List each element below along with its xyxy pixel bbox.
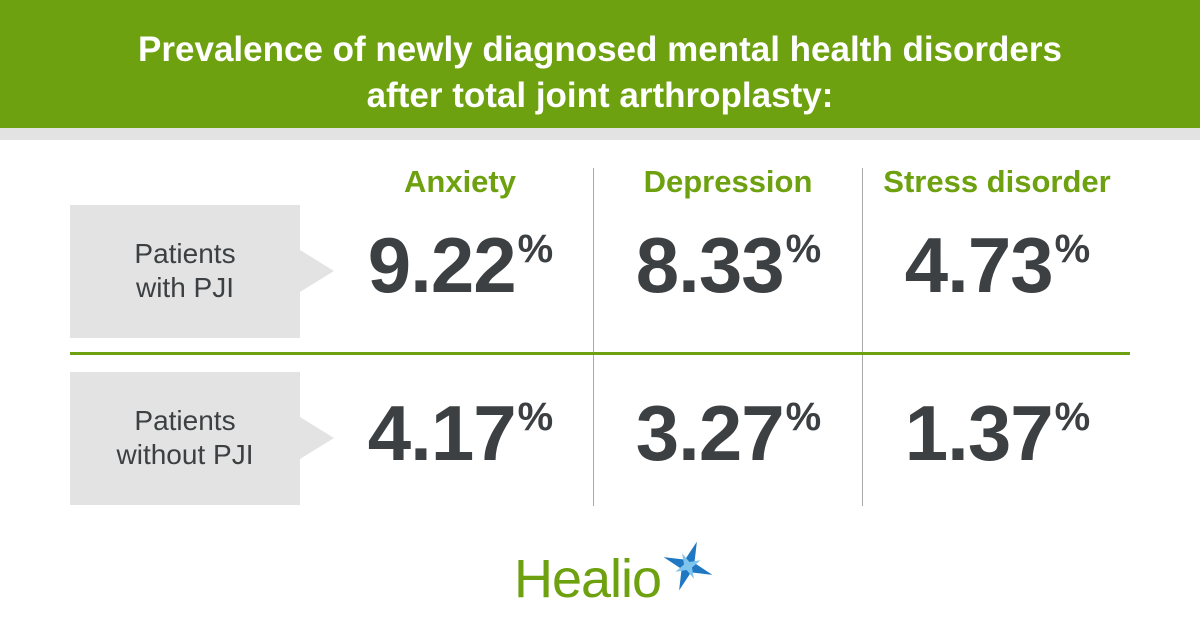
header-strip [0,128,1200,140]
value-cell: 9.22% [326,220,594,311]
value-cell: 4.73% [863,220,1131,311]
value-number: 4.73 [904,221,1054,309]
value-cell: 1.37% [863,388,1131,479]
column-divider [862,168,863,506]
value-number: 1.37 [904,389,1054,477]
title-line: Prevalence of newly diagnosed mental hea… [138,30,1062,69]
row-label: Patients [134,405,236,436]
column-header: Depression [643,164,813,199]
value-number: 3.27 [635,389,785,477]
row-label: Patients [134,238,236,269]
row-label-box [70,372,334,505]
value-cell: 4.17% [326,388,594,479]
value-unit: % [517,395,554,439]
header-band [0,0,1200,128]
value-unit: % [1054,227,1091,271]
column-divider [593,168,594,506]
logo-text: Healio [514,549,662,609]
value-unit: % [517,227,554,271]
row-label: with PJI [135,272,235,303]
row-divider [70,352,1130,355]
value-cell: 3.27% [594,388,862,479]
value-number: 8.33 [635,221,785,309]
value-cell: 8.33% [594,220,862,311]
title-line: after total joint arthroplasty: [366,76,834,115]
value-number: 4.17 [367,389,517,477]
value-number: 9.22 [367,221,517,309]
value-unit: % [785,227,822,271]
column-header: Anxiety [404,164,516,199]
row-label: without PJI [116,439,254,470]
value-unit: % [785,395,822,439]
logo-star [663,541,713,591]
column-header: Stress disorder [883,164,1111,199]
row-label-box [70,205,334,338]
value-unit: % [1054,395,1091,439]
